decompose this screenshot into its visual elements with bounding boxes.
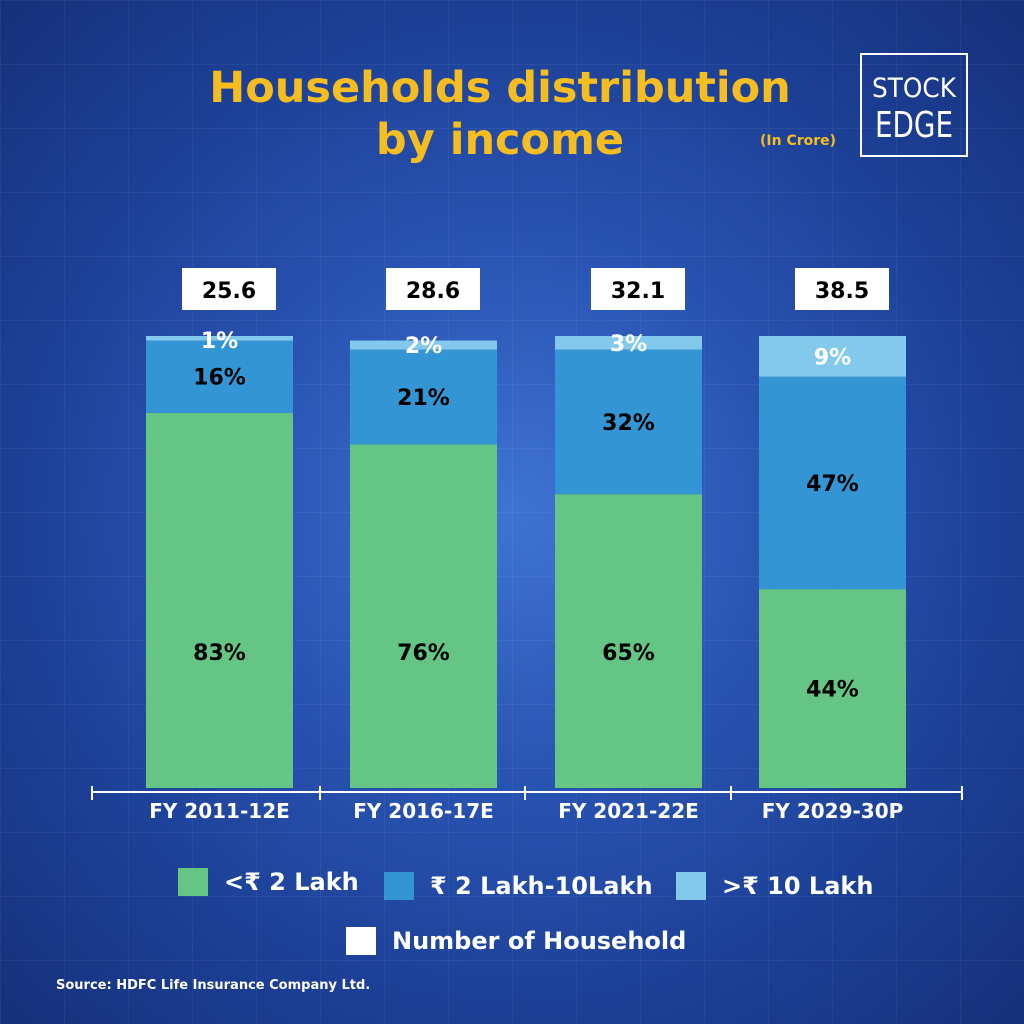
household-box-3 [795, 268, 889, 310]
bar-segment-1-3 [759, 376, 906, 590]
legend-item-households: Number of Household [346, 926, 686, 955]
household-value-3: 38.5 [815, 279, 869, 304]
legend-label-mid: ₹ 2 Lakh-10Lakh [430, 872, 653, 900]
stacked-bar-chart: 83% 16% 1% 25.6 FY 2011-12E 76% 21% 2% 28.6 FY 20… [146, 268, 906, 823]
household-box-2 [591, 268, 685, 310]
household-value-0: 25.6 [202, 279, 256, 304]
chart-title-line2: by income [375, 115, 625, 165]
chart-title: Households distribution by income [150, 62, 850, 166]
logo-text-top: STOCK [872, 73, 957, 104]
segment-label-0-0: 83% [193, 641, 246, 666]
x-tick-label-2: FY 2021-22E [558, 799, 699, 823]
legend-swatch-households [346, 927, 376, 955]
segment-label-1-0: 16% [193, 366, 246, 391]
legend-label-high: >₹ 10 Lakh [722, 872, 874, 900]
segment-label-0-2: 65% [602, 641, 655, 666]
segment-label-1-2: 32% [602, 411, 655, 436]
legend-swatch-low [178, 868, 208, 896]
segment-label-2-1: 2% [405, 334, 442, 359]
segment-label-0-1: 76% [397, 641, 450, 666]
chart-title-line1: Households distribution [209, 63, 791, 113]
legend-item-mid: ₹ 2 Lakh-10Lakh [384, 871, 653, 900]
x-tick-label-0: FY 2011-12E [149, 799, 290, 823]
segment-label-0-3: 44% [806, 678, 859, 703]
segment-label-2-0: 1% [201, 329, 238, 354]
household-value-1: 28.6 [406, 279, 460, 304]
legend-label-households: Number of Household [392, 927, 687, 955]
bar-segment-0-0 [146, 412, 293, 788]
bar-segment-2-0 [146, 336, 293, 341]
bar-segment-0-3 [759, 589, 906, 788]
segment-label-1-1: 21% [397, 386, 450, 411]
household-value-2: 32.1 [611, 279, 665, 304]
logo-text-bottom: EDGE [875, 105, 953, 146]
legend-item-high: >₹ 10 Lakh [676, 871, 873, 900]
stockedge-logo: STOCK EDGE [860, 53, 968, 157]
source-note: Source: HDFC Life Insurance Company Ltd. [56, 978, 371, 993]
legend-swatch-high [676, 872, 706, 900]
legend-item-low: <₹ 2 Lakh [178, 867, 359, 896]
bar-segment-2-2 [555, 336, 702, 350]
x-tick-label-3: FY 2029-30P [762, 799, 904, 823]
legend-swatch-mid [384, 872, 414, 900]
bar-segment-2-1 [350, 340, 497, 350]
bar-segment-0-1 [350, 444, 497, 788]
household-box-0 [182, 268, 276, 310]
bar-segment-0-2 [555, 494, 702, 788]
unit-label: (In Crore) [760, 133, 837, 149]
household-box-1 [386, 268, 480, 310]
segment-label-2-2: 3% [610, 332, 647, 357]
bar-segment-1-1 [350, 349, 497, 445]
bar-segment-2-3 [759, 336, 906, 377]
legend-label-low: <₹ 2 Lakh [224, 868, 359, 896]
x-tick-label-1: FY 2016-17E [353, 799, 494, 823]
bar-segment-1-0 [146, 340, 293, 413]
segment-label-2-3: 9% [814, 345, 851, 370]
segment-label-1-3: 47% [806, 472, 859, 497]
bar-segment-1-2 [555, 349, 702, 495]
